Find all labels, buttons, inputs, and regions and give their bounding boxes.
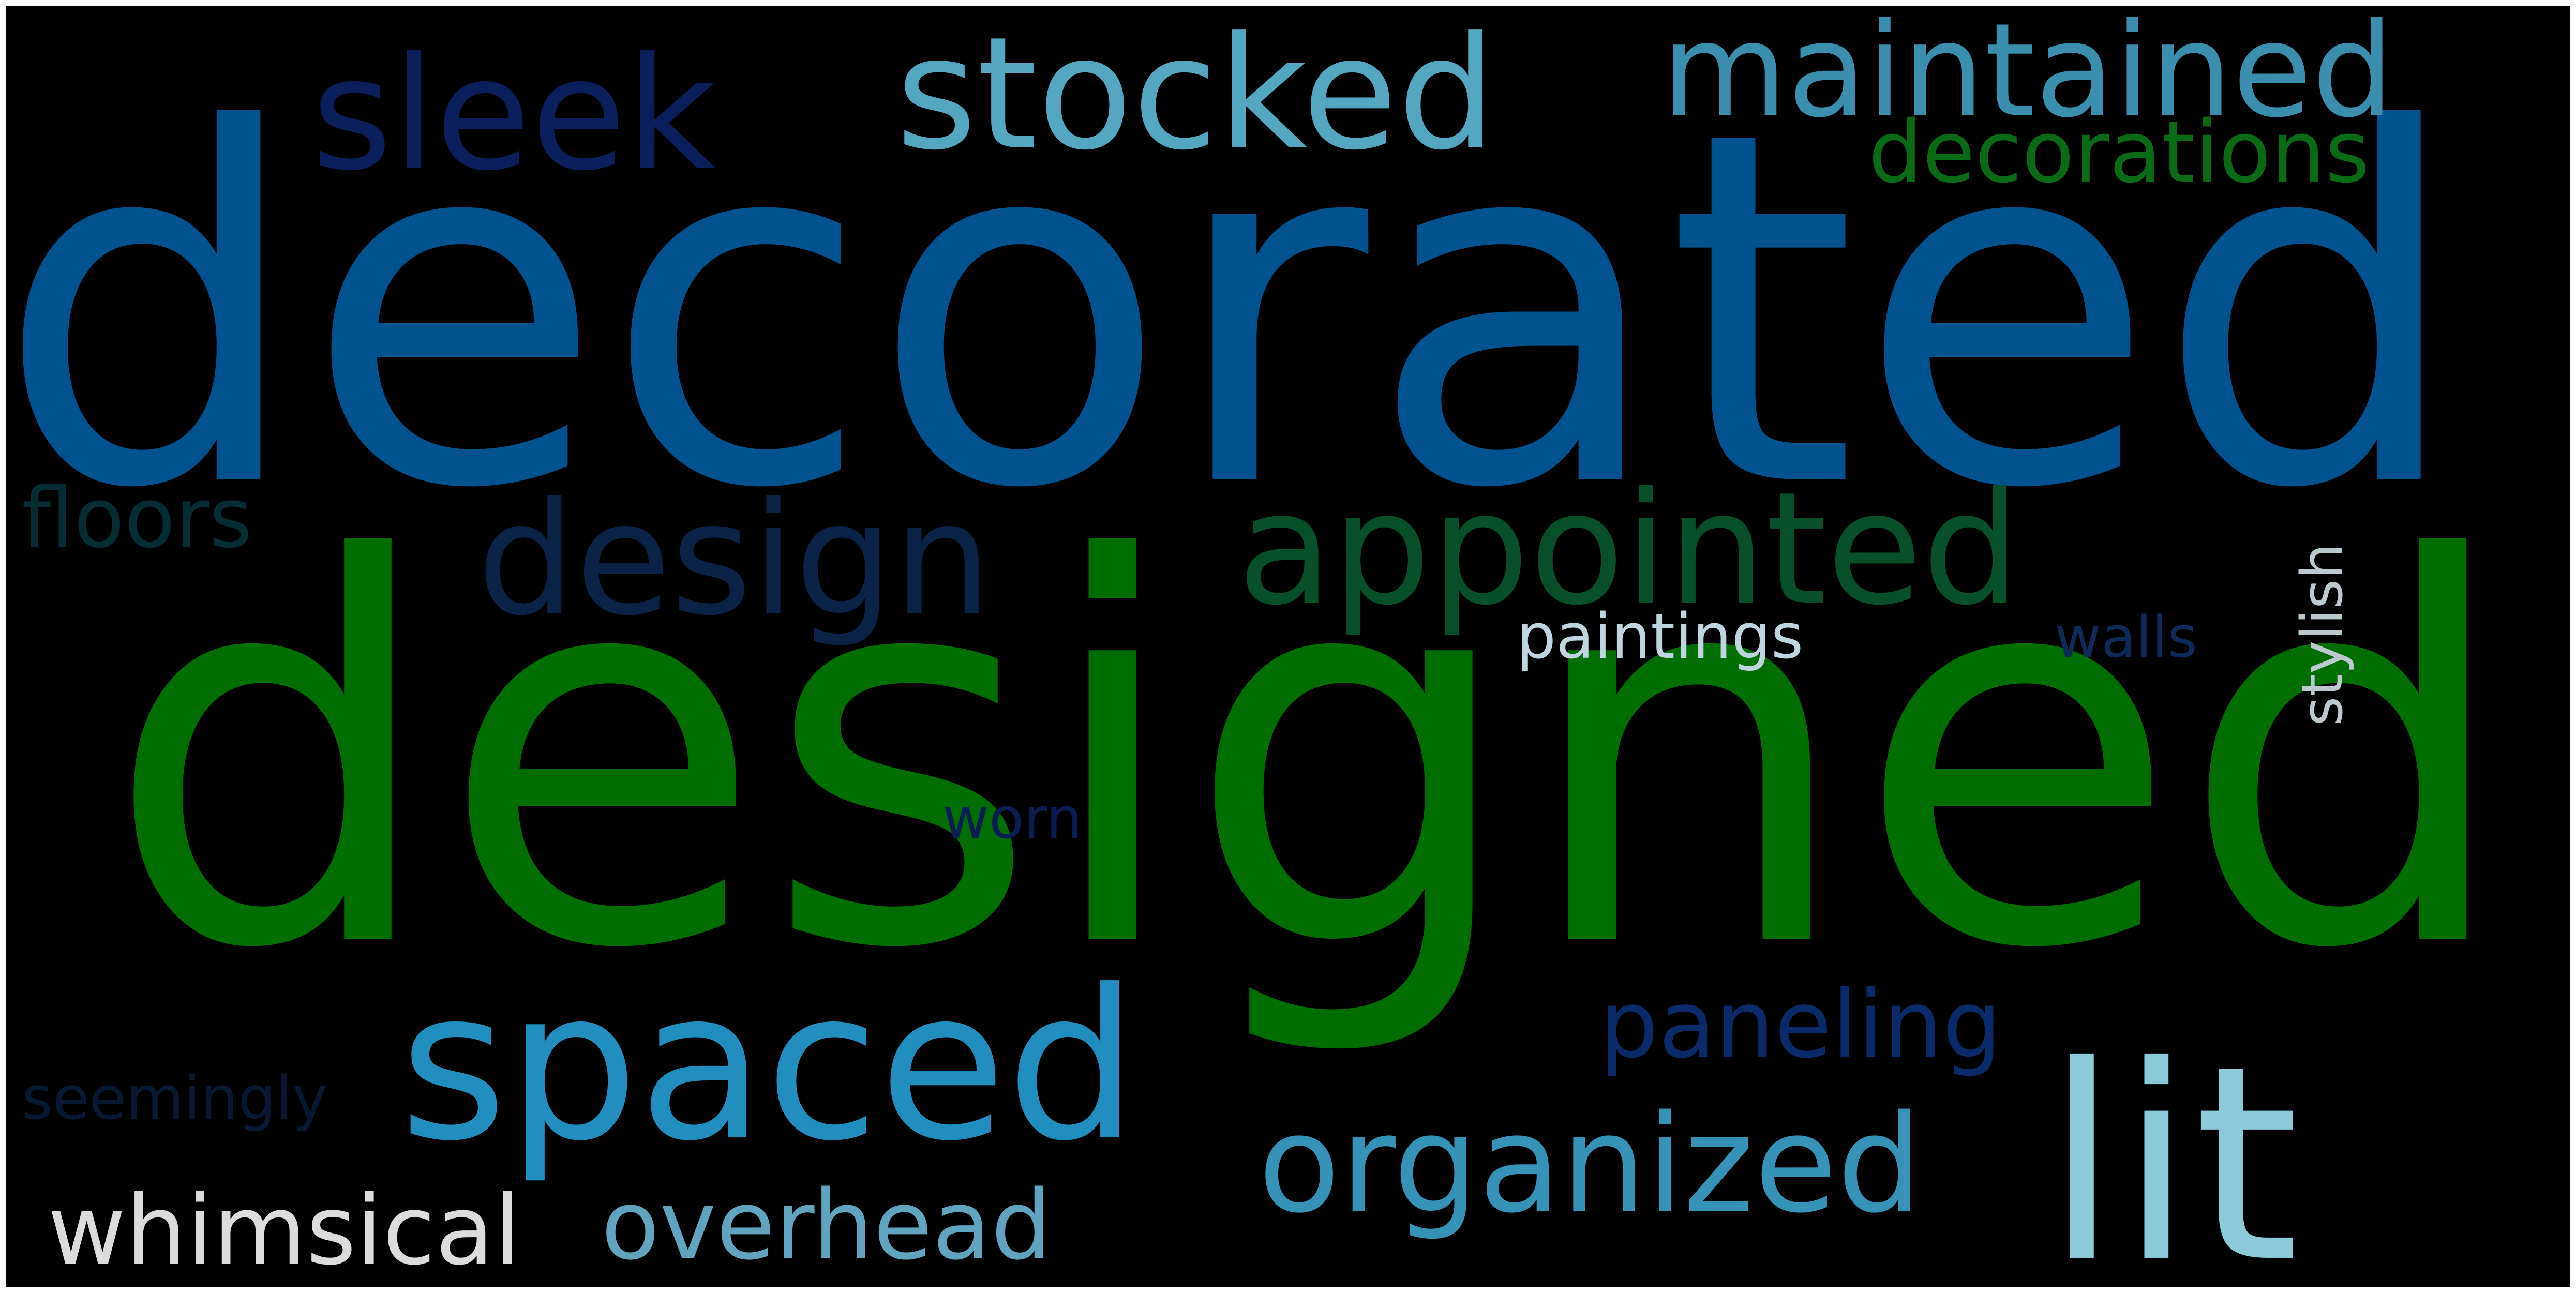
word-design: design [477,469,992,650]
word-overhead: overhead [601,1169,1052,1281]
word-paintings: paintings [1517,601,1804,673]
word-sleek: sleek [311,24,716,205]
word-worn: worn [942,785,1083,851]
word-decorated: decorated [6,28,2465,594]
word-paneling: paneling [1599,971,2002,1079]
word-cloud: decorated designed sleek stocked maintai… [6,6,2570,1287]
word-floors: floors [22,470,252,566]
word-decorations: decorations [1868,102,2370,202]
word-stylish: stylish [2288,543,2355,726]
word-seemingly: seemingly [22,1064,328,1133]
word-designed: designed [104,449,2514,1063]
word-lit: lit [2044,1008,2299,1287]
word-stocked: stocked [896,6,1496,184]
word-spaced: spaced [399,946,1138,1186]
word-walls: walls [2055,604,2197,670]
word-organized: organized [1258,1087,1923,1243]
word-whimsical: whimsical [48,1175,521,1286]
word-maintained: maintained [1661,6,2394,146]
word-appointed: appointed [1237,459,2021,639]
